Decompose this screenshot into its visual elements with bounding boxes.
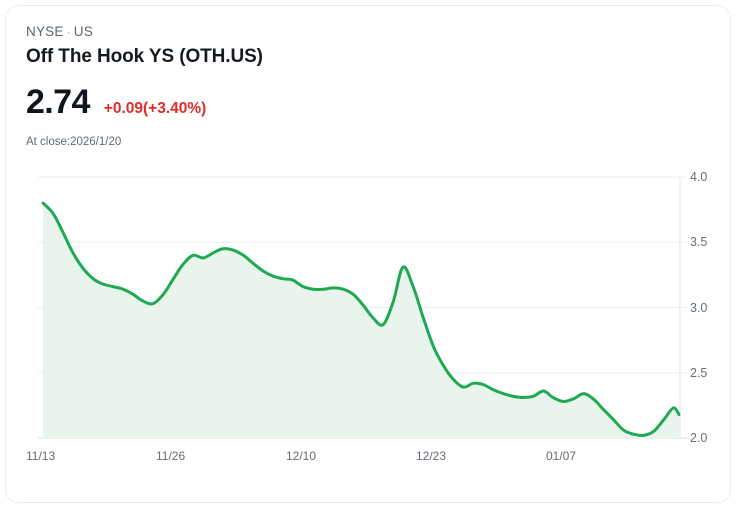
x-axis-labels: 11/13 11/26 12/10 12/23 01/07	[6, 6, 730, 502]
chart-area-fill	[43, 203, 679, 438]
price-change: +0.09(+3.40%)	[103, 100, 207, 117]
page-title: Off The Hook YS (OTH.US)	[26, 46, 263, 67]
quote-row: 2.74 +0.09(+3.40%)	[26, 83, 626, 121]
current-price: 2.74	[26, 83, 90, 121]
exchange-region-line: NYSE · US	[26, 23, 626, 41]
y-axis-tick-label: 2.0	[690, 431, 708, 445]
x-axis-tick-label: 12/23	[415, 449, 447, 463]
price-chart: 2.0 2.5 3.0 3.5 4.0 11/13 11/26 12/10 12/23 01/0…	[6, 6, 730, 502]
x-axis-tick-label: 11/26	[155, 449, 186, 463]
stock-quote-card: NYSE · US Off The Hook YS (OTH.US) 2.74 +0…	[5, 5, 731, 503]
quote-header: NYSE · US Off The Hook YS (OTH.US) 2.74 +0…	[26, 23, 626, 150]
y-axis-tick-label: 3.0	[690, 300, 708, 315]
market-status-note: At close:2026/1/20	[26, 136, 122, 148]
exchange-label: NYSE	[26, 24, 64, 39]
x-axis-tick-label: 01/07	[545, 449, 577, 463]
x-axis-tick-label: 12/10	[285, 449, 317, 463]
chart-canvas	[38, 176, 687, 439]
chart-line	[41, 201, 681, 437]
y-axis-tick-label: 3.5	[690, 235, 708, 250]
separator-dot: ·	[66, 25, 71, 39]
y-axis-tick-label: 2.5	[690, 365, 708, 380]
x-axis-tick-label: 11/13	[26, 449, 56, 463]
y-axis-labels: 2.0 2.5 3.0 3.5 4.0	[690, 6, 730, 502]
y-axis-tick-label: 4.0	[690, 170, 708, 184]
region-label: US	[73, 24, 93, 39]
